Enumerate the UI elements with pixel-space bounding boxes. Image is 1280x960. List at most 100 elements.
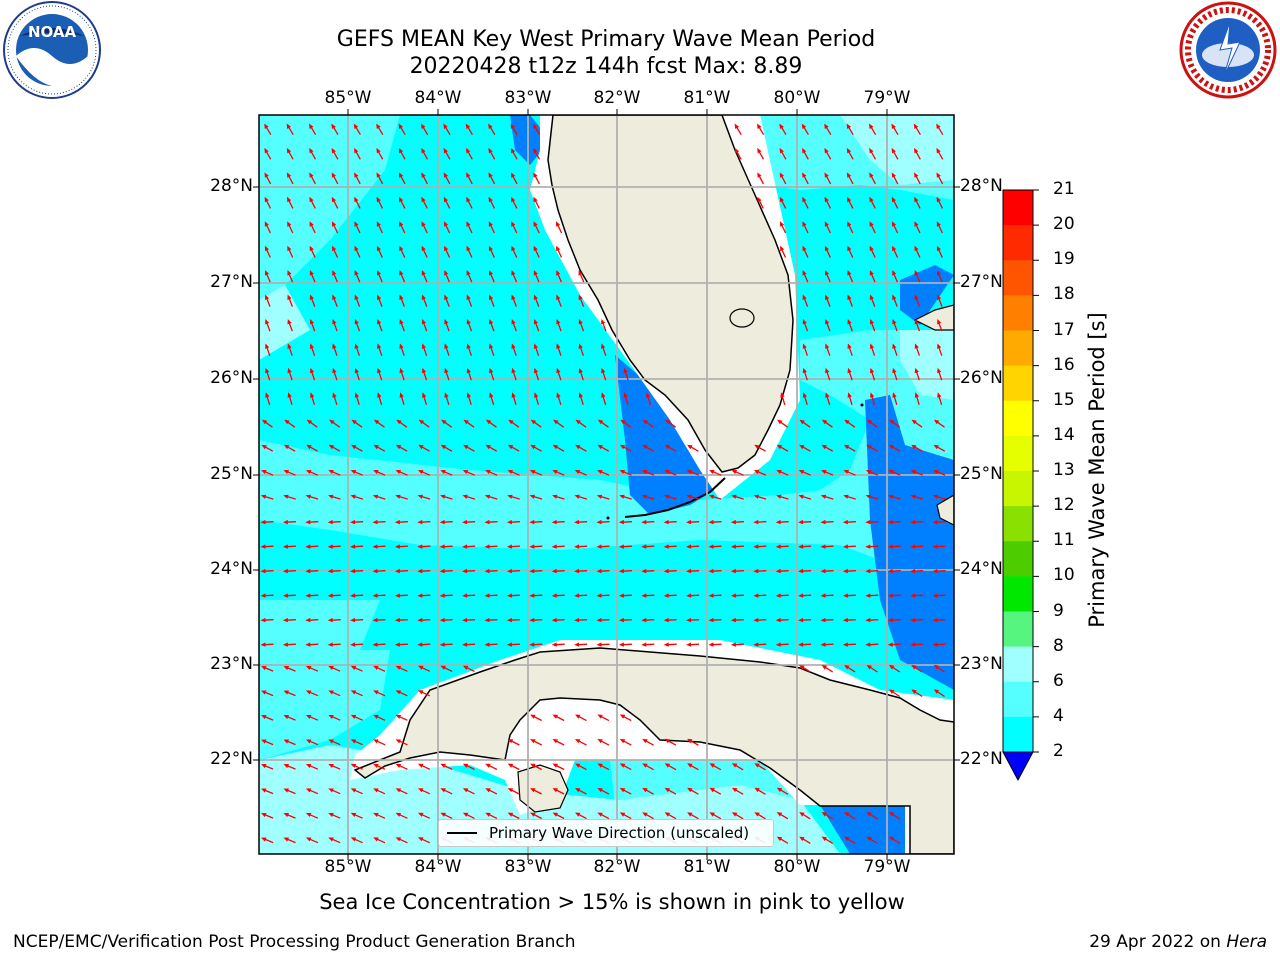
colorbar-swatch [1003,541,1033,577]
wave-direction-arrow [776,812,789,820]
wave-direction-arrow [331,172,339,185]
wave-direction-arrow [533,196,540,209]
wave-direction-arrow [422,392,428,405]
wave-direction-arrow [462,568,476,574]
wave-direction-arrow [398,123,406,136]
wave-direction-arrow [306,444,318,452]
wave-direction-arrow [779,172,787,185]
wave-direction-arrow [417,519,431,525]
wave-direction-arrow [372,593,386,598]
wave-direction-arrow [287,294,294,307]
wave-direction-arrow [350,617,364,623]
lat-label-left: 23°N [210,654,253,674]
wave-direction-arrow [709,787,722,795]
wave-direction-arrow [556,343,562,356]
wave-direction-arrow [869,270,876,283]
wave-direction-arrow [283,715,296,721]
wave-direction-arrow [753,519,767,525]
wave-direction-arrow [444,270,450,283]
wave-direction-arrow [373,690,386,697]
wave-direction-arrow [842,642,856,647]
wave-direction-arrow [914,270,921,283]
wave-direction-arrow [870,392,876,405]
wave-direction-arrow [619,763,632,771]
wave-direction-arrow [825,270,831,283]
wave-direction-arrow [376,172,384,185]
wave-direction-arrow [350,763,363,770]
footer-credit: NCEP/EMC/Verification Post Processing Pr… [13,932,576,952]
lat-label-right: 25°N [960,464,1003,484]
wave-direction-arrow [418,419,430,428]
wave-direction-arrow [552,788,565,795]
wave-direction-arrow [488,123,496,136]
wave-direction-arrow [533,123,541,136]
wave-direction-arrow [283,444,296,452]
wave-direction-arrow [887,544,901,549]
wave-direction-arrow [309,367,316,381]
wave-direction-arrow [399,245,406,258]
wave-direction-arrow [775,617,789,623]
wave-direction-arrow [686,470,699,476]
wave-direction-arrow [914,147,921,160]
wave-direction-arrow [332,221,339,234]
wave-direction-arrow [354,196,361,209]
wave-direction-arrow [865,519,879,525]
wave-direction-arrow [842,544,856,549]
wave-direction-arrow [757,172,764,185]
wave-direction-arrow [466,392,472,405]
wave-direction-arrow [328,666,341,672]
wave-direction-arrow [914,392,920,405]
wave-direction-arrow [734,147,742,160]
wave-direction-arrow [305,593,319,598]
wave-direction-arrow [892,319,898,332]
wave-direction-arrow [887,593,901,598]
wave-direction-arrow [534,392,540,405]
wave-direction-arrow [533,147,541,160]
wave-direction-arrow [847,221,854,234]
wave-direction-arrow [283,739,296,746]
colorbar-swatch [1003,225,1033,261]
wave-direction-arrow [601,367,607,381]
wave-direction-arrow [753,544,767,549]
wave-direction-arrow [846,147,854,160]
wave-direction-arrow [329,419,341,428]
wave-direction-arrow [533,172,540,185]
florida-keys [624,477,726,518]
wave-direction-arrow [618,593,632,598]
wave-direction-arrow [328,813,341,819]
wave-direction-arrow [914,367,920,381]
wave-direction-arrow [443,123,451,136]
wave-direction-arrow [799,444,811,452]
wave-direction-arrow [377,270,383,283]
wave-direction-arrow [421,294,428,307]
wave-direction-arrow [865,494,879,500]
wave-direction-arrow [440,470,453,476]
wave-direction-arrow [641,593,655,598]
wave-direction-arrow [440,494,453,500]
wave-direction-arrow [574,470,587,476]
wave-direction-arrow [932,617,946,623]
wave-direction-arrow [914,343,921,356]
wave-direction-arrow [376,245,383,258]
wave-direction-arrow [847,343,853,356]
wave-direction-arrow [597,470,610,476]
wave-direction-arrow [663,642,677,647]
wave-direction-arrow [574,642,588,647]
wave-direction-arrow [265,392,271,405]
wave-direction-arrow [506,544,520,549]
wave-direction-arrow [799,419,811,428]
wave-direction-arrow [354,147,361,160]
wave-direction-arrow [354,367,360,381]
wave-direction-arrow [866,444,878,452]
wave-direction-arrow [869,172,876,185]
wave-direction-arrow [305,568,319,574]
wave-direction-arrow [511,367,517,381]
wave-direction-arrow [529,494,543,500]
wave-direction-arrow [395,837,408,844]
colorbar-tick-label: 18 [1053,284,1075,305]
wave-direction-arrow [529,568,543,574]
wave-direction-arrow [511,294,518,307]
wave-direction-arrow [305,544,319,549]
wave-direction-arrow [731,494,744,500]
